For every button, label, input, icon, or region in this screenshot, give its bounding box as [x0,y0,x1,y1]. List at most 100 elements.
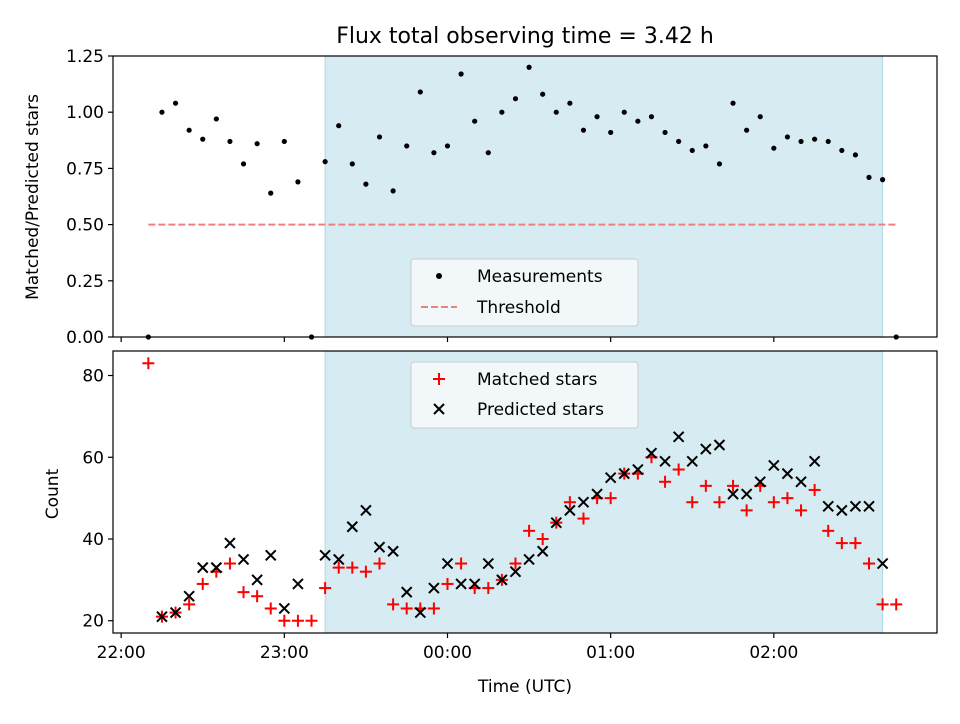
measurement-point [716,161,723,167]
matched-stars-point [713,496,726,509]
measurement-point [349,161,355,167]
predicted-stars-point [822,500,834,513]
matched-stars-point [251,590,264,603]
predicted-stars-point [550,516,562,529]
measurement-point [689,147,695,154]
measurement-point [580,127,587,133]
predicted-stars-point [523,553,535,566]
predicted-stars-point [468,578,481,590]
bottom-panel: Count Time (UTC) Matched stars Predicted… [43,350,938,697]
predicted-stars-point [455,578,467,590]
measurement-point [485,150,491,156]
matched-stars-point [183,598,196,611]
matched-stars-point [509,557,522,570]
matched-stars-point [455,557,468,570]
matched-stars-point [196,577,209,590]
predicted-stars-point [686,455,698,468]
predicted-stars-point [319,549,331,562]
predicted-stars-point [496,574,508,586]
matched-stars-point [523,524,536,537]
measurement-point [635,118,641,124]
predicted-stars-point [727,488,739,500]
measurement-point [744,127,750,133]
measurement-point [880,177,886,183]
predicted-stars-point [237,553,250,566]
measurement-point [866,174,872,180]
predicted-stars-point [768,459,780,472]
measurement-point [703,143,709,149]
predicted-stars-point [183,590,195,602]
measurement-point [240,161,247,167]
predicted-stars-point [210,561,223,574]
matched-stars-point [563,496,576,509]
matched-stars-point [795,504,808,517]
matched-stars-point [699,479,712,492]
x-tick-label: 23:00 [260,643,309,663]
matched-stars-point [672,463,685,476]
measurement-point [784,134,791,140]
predicted-stars-point [659,455,671,468]
predicted-stars-point [536,545,549,557]
matched-stars-point [767,496,780,509]
predicted-stars-point [700,443,712,455]
matched-stars-point [278,614,291,627]
matched-stars-point [237,586,250,599]
x-tick-label: 02:00 [749,643,798,663]
matched-stars-point [686,496,699,509]
x-tick-label: 00:00 [423,643,472,663]
matched-stars-point [876,598,889,611]
predicted-stars-point [591,488,603,500]
measurement-point [213,116,219,122]
measurement-point [186,127,192,133]
matched-stars-point [740,504,753,517]
legend-matched-marker [433,373,445,385]
measurement-point [621,109,627,115]
measurement-point [676,138,682,145]
matched-stars-point [142,357,155,370]
predicted-stars-point [713,439,726,451]
measurement-point [390,188,396,194]
measurement-point [404,143,410,149]
measurement-point [648,114,655,120]
measurement-point [268,190,274,196]
top-y-tick-label: 1.00 [66,103,104,123]
predicted-stars-point [373,541,386,553]
predicted-stars-point [360,504,372,517]
predicted-stars-point [577,496,590,508]
top-y-tick-label: 1.25 [66,47,104,67]
matched-stars-point [659,475,672,488]
bottom-y-tick-label: 80 [82,367,104,387]
measurement-point [431,150,437,156]
matched-stars-point [441,577,454,590]
bottom-axes-frame [112,350,938,634]
predicted-stars-point [672,431,685,443]
predicted-stars-point [156,610,168,623]
matched-stars-point [727,479,740,492]
top-y-tick-label: 0.75 [66,159,104,179]
matched-stars-point [849,537,862,550]
bottom-legend-box [410,361,639,429]
predicted-stars-point [169,606,182,619]
measurement-point [730,100,736,106]
measurement-point [662,129,668,136]
legend-measurements-label: Measurements [477,267,603,287]
matched-stars-point [346,561,359,574]
measurement-point [281,138,287,145]
matched-stars-point [822,524,835,537]
predicted-stars-point [278,602,291,615]
predicted-stars-point [781,467,794,480]
measurement-point [363,181,369,187]
predicted-stars-point [564,504,576,517]
measurement-point [444,143,451,149]
legend-predicted-marker [433,403,445,415]
measurement-point [200,136,206,142]
measurement-point [553,109,559,115]
measurement-point [376,134,383,140]
predicted-stars-point [346,521,359,533]
bottom-y-tick-label: 40 [82,530,104,550]
legend-threshold-label: Threshold [476,298,561,318]
top-y-tick-label: 0.25 [66,272,104,292]
measurement-point [798,138,804,145]
measurement-point [472,118,478,124]
